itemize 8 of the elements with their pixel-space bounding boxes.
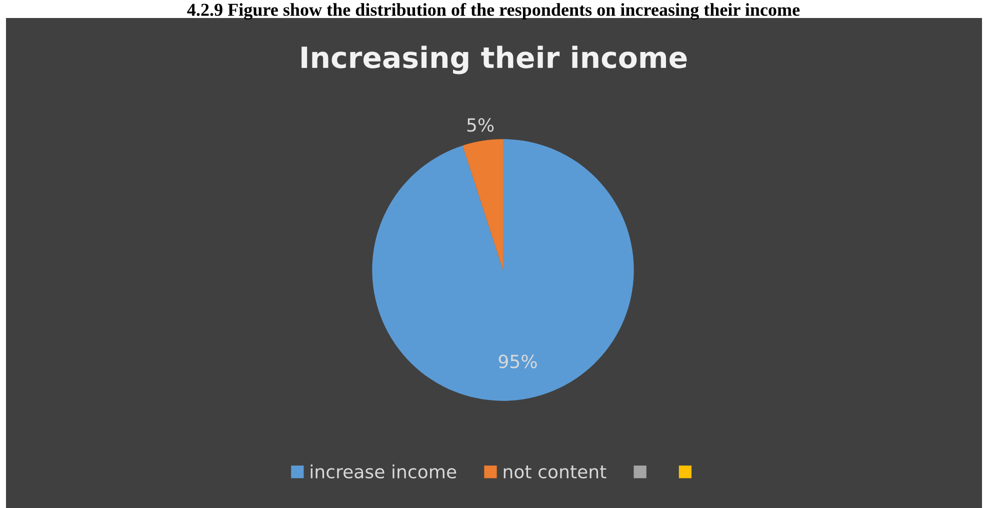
text: 4.2.9 Figure show the distribution of the respondents on increasing their income bbox=[187, 3, 800, 20]
data-label: 95% bbox=[498, 354, 537, 368]
pie-slice bbox=[372, 139, 634, 401]
chart-title: Increasing their income bbox=[302, 46, 687, 74]
data-label: 5% bbox=[467, 118, 494, 132]
legend-label: not content bbox=[504, 466, 606, 478]
legend-label: increase income bbox=[310, 464, 456, 478]
pie-slice bbox=[462, 139, 503, 270]
